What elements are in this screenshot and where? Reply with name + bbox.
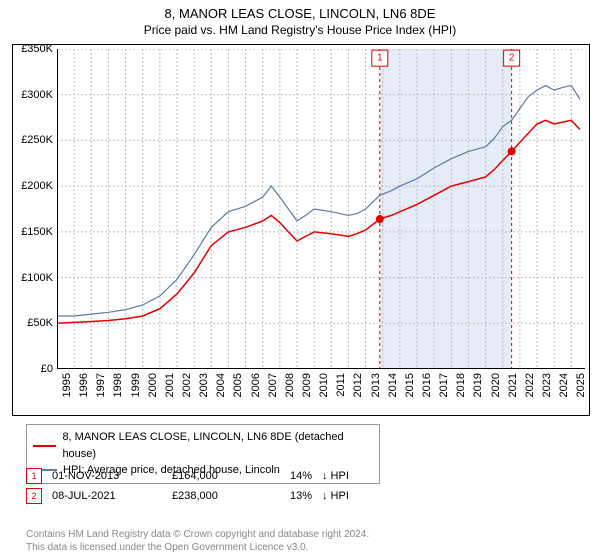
y-tick-label: £0 [13, 363, 53, 375]
x-tick-label: 2025 [575, 373, 600, 397]
legend-item: 8, MANOR LEAS CLOSE, LINCOLN, LN6 8DE (d… [33, 429, 373, 462]
sale-price: £164,000 [172, 470, 252, 482]
y-tick-label: £150K [13, 226, 53, 238]
sale-price: £238,000 [172, 490, 252, 502]
sale-marker-box: 1 [26, 468, 42, 484]
sale-marker-box: 2 [26, 488, 42, 504]
sale-percent: 14% [262, 470, 312, 482]
legend-label: 8, MANOR LEAS CLOSE, LINCOLN, LN6 8DE (d… [62, 429, 373, 462]
sale-date: 01-NOV-2013 [52, 470, 162, 482]
sale-direction: ↓ HPI [322, 490, 382, 502]
sales-row: 1 01-NOV-2013 £164,000 14% ↓ HPI [26, 466, 382, 486]
page-title: 8, MANOR LEAS CLOSE, LINCOLN, LN6 8DE [0, 0, 600, 21]
sale-direction: ↓ HPI [322, 470, 382, 482]
footer: Contains HM Land Registry data © Crown c… [26, 528, 369, 554]
sales-table: 1 01-NOV-2013 £164,000 14% ↓ HPI 2 08-JU… [26, 466, 382, 506]
plot-area: 12 [57, 49, 585, 369]
sale-marker-number: 1 [31, 471, 36, 481]
svg-text:1: 1 [377, 53, 383, 64]
y-tick-label: £350K [13, 43, 53, 55]
svg-text:2: 2 [509, 53, 515, 64]
sale-date: 08-JUL-2021 [52, 490, 162, 502]
sale-percent: 13% [262, 490, 312, 502]
page-subtitle: Price paid vs. HM Land Registry's House … [0, 21, 600, 37]
y-tick-label: £100K [13, 272, 53, 284]
chart-outer-frame: 12 £0£50K£100K£150K£200K£250K£300K£350K … [12, 44, 590, 416]
sales-row: 2 08-JUL-2021 £238,000 13% ↓ HPI [26, 486, 382, 506]
chart-container: 8, MANOR LEAS CLOSE, LINCOLN, LN6 8DE Pr… [0, 0, 600, 560]
sale-marker-number: 2 [31, 491, 36, 501]
chart-svg: 12 [57, 49, 585, 369]
legend-swatch [33, 445, 56, 447]
y-tick-label: £50K [13, 317, 53, 329]
y-tick-label: £300K [13, 89, 53, 101]
y-tick-label: £250K [13, 134, 53, 146]
footer-line: Contains HM Land Registry data © Crown c… [26, 528, 369, 541]
footer-line: This data is licensed under the Open Gov… [26, 541, 369, 554]
y-tick-label: £200K [13, 180, 53, 192]
